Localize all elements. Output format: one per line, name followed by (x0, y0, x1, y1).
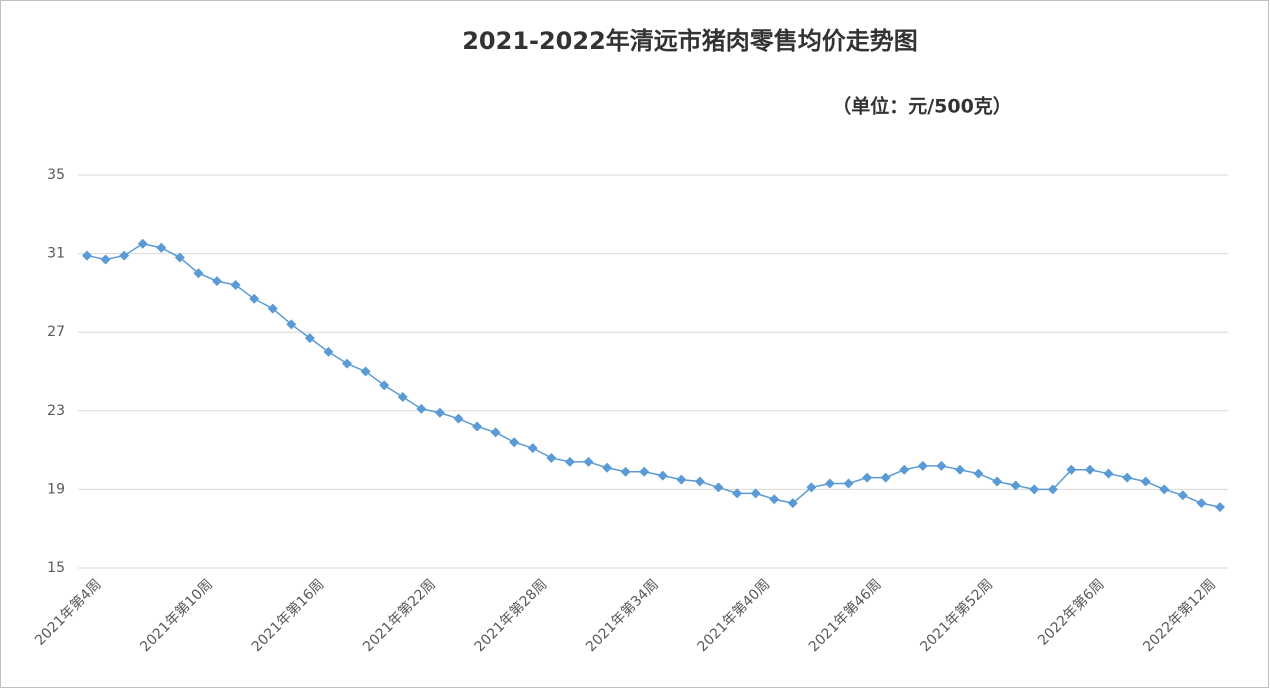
point (434, 407, 445, 418)
point (1196, 498, 1207, 509)
point (286, 319, 297, 330)
y-tick-label: 35 (47, 167, 65, 183)
point (657, 470, 668, 481)
point (1177, 490, 1188, 501)
point (100, 254, 111, 265)
point (824, 478, 835, 489)
point (1122, 472, 1133, 483)
point (249, 293, 260, 304)
y-tick-label: 23 (47, 403, 65, 419)
point (156, 242, 167, 253)
point (992, 476, 1003, 487)
point (1103, 468, 1114, 479)
point (323, 346, 334, 357)
point (397, 392, 408, 403)
point (472, 421, 483, 432)
point (342, 358, 353, 369)
point (1140, 476, 1151, 487)
point (527, 443, 538, 454)
y-tick-label: 15 (47, 560, 65, 576)
point (899, 464, 910, 475)
point (973, 468, 984, 479)
point (750, 488, 761, 499)
point (676, 474, 687, 485)
point (1047, 484, 1058, 495)
point (880, 472, 891, 483)
point (453, 413, 464, 424)
point (360, 366, 371, 377)
point (119, 250, 130, 261)
point (620, 466, 631, 477)
point (174, 252, 185, 263)
point (509, 437, 520, 448)
chart-title: 2021-2022年清远市猪肉零售均价走势图 (462, 27, 918, 55)
point (713, 482, 724, 493)
point (193, 268, 204, 279)
point (917, 460, 928, 471)
point (936, 460, 947, 471)
point (304, 333, 315, 344)
point (82, 250, 92, 261)
point (583, 456, 594, 467)
point (769, 494, 780, 505)
point (787, 498, 798, 509)
point (1029, 484, 1040, 495)
chart-subtitle: （单位：元/500克） (832, 95, 1012, 118)
point (806, 482, 817, 493)
point (732, 488, 743, 499)
point (639, 466, 650, 477)
point (1159, 484, 1170, 495)
point (694, 476, 705, 487)
point (862, 472, 873, 483)
y-tick-label: 19 (47, 481, 65, 497)
point (267, 303, 278, 314)
point (546, 452, 557, 463)
point (564, 456, 575, 467)
point (137, 238, 148, 249)
point (954, 464, 965, 475)
point (379, 380, 390, 391)
point (490, 427, 501, 438)
point (1066, 464, 1077, 475)
point (230, 280, 241, 291)
point (1010, 480, 1021, 491)
y-tick-label: 31 (47, 246, 65, 262)
point (1215, 502, 1225, 513)
y-tick-label: 27 (47, 324, 65, 340)
point (1084, 464, 1095, 475)
point (843, 478, 854, 489)
point (602, 462, 613, 473)
point (416, 403, 427, 414)
point (212, 276, 223, 287)
